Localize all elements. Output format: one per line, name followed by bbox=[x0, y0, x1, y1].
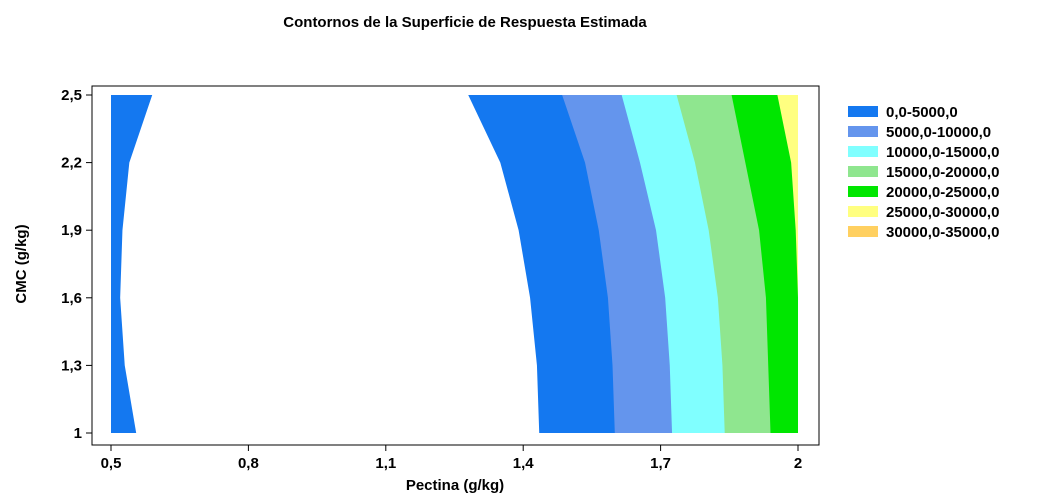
x-tick-label: 1,7 bbox=[650, 455, 671, 472]
legend-swatch bbox=[848, 126, 878, 137]
x-axis: 0,5 0,8 1,1 1,4 1,7 2 bbox=[101, 445, 802, 472]
legend-label: 10000,0-15000,0 bbox=[886, 144, 999, 161]
x-axis-label: Pectina (g/kg) bbox=[406, 477, 504, 494]
legend-swatch bbox=[848, 146, 878, 157]
x-tick-label: 0,5 bbox=[101, 455, 122, 472]
legend: 0,0-5000,0 5000,0-10000,0 10000,0-15000,0 1… bbox=[848, 104, 999, 241]
legend-label: 15000,0-20000,0 bbox=[886, 164, 999, 181]
contour-regions bbox=[111, 95, 798, 433]
x-tick-label: 1,4 bbox=[513, 455, 535, 472]
y-tick-label: 1,3 bbox=[61, 357, 82, 374]
contour-region-5 bbox=[731, 95, 798, 433]
y-axis-label: CMC (g/kg) bbox=[13, 224, 30, 303]
legend-label: 5000,0-10000,0 bbox=[886, 124, 991, 141]
legend-label: 25000,0-30000,0 bbox=[886, 204, 999, 221]
legend-swatch bbox=[848, 186, 878, 197]
legend-swatch bbox=[848, 206, 878, 217]
chart-title: Contornos de la Superficie de Respuesta … bbox=[283, 14, 647, 31]
y-tick-label: 1,6 bbox=[61, 290, 82, 307]
x-tick-label: 2 bbox=[794, 455, 802, 472]
legend-swatch bbox=[848, 106, 878, 117]
legend-swatch bbox=[848, 166, 878, 177]
legend-label: 30000,0-35000,0 bbox=[886, 224, 999, 241]
y-tick-label: 2,5 bbox=[61, 87, 82, 104]
y-tick-label: 1,9 bbox=[61, 222, 82, 239]
legend-label: 0,0-5000,0 bbox=[886, 104, 958, 121]
y-axis: 1 1,3 1,6 1,9 2,2 2,5 bbox=[61, 87, 92, 442]
legend-swatch bbox=[848, 226, 878, 237]
legend-label: 20000,0-25000,0 bbox=[886, 184, 999, 201]
contour-region-0 bbox=[111, 95, 153, 433]
x-tick-label: 1,1 bbox=[375, 455, 396, 472]
contour-region-6 bbox=[777, 95, 798, 433]
y-tick-label: 2,2 bbox=[61, 155, 82, 172]
x-tick-label: 0,8 bbox=[238, 455, 259, 472]
y-tick-label: 1 bbox=[74, 425, 82, 442]
plot-frame bbox=[91, 85, 820, 446]
